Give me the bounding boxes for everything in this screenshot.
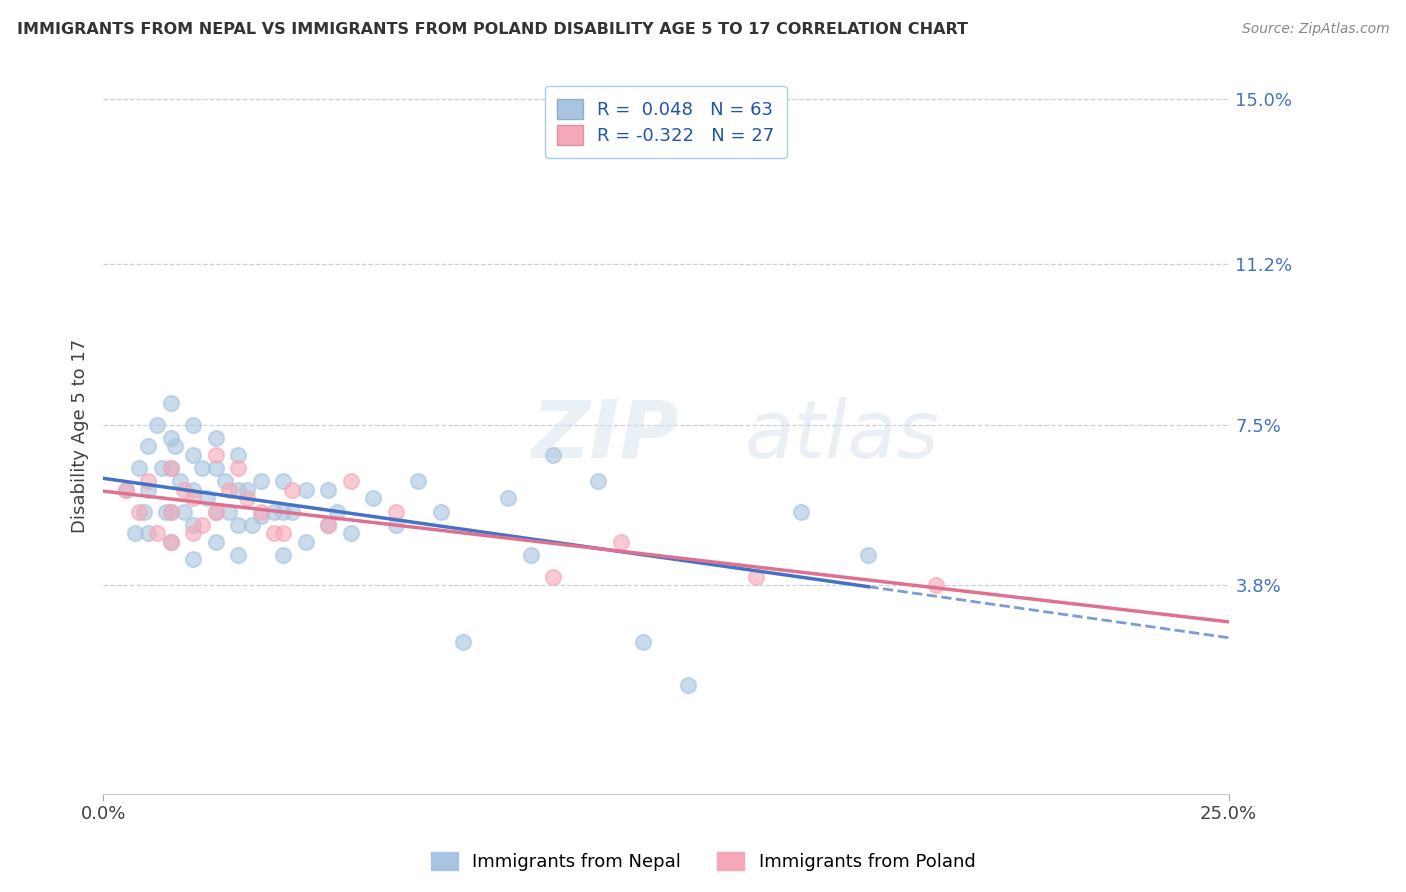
Point	[406, 474, 429, 488]
Text: atlas: atlas	[745, 397, 939, 475]
Point	[226, 448, 249, 462]
Legend: Immigrants from Nepal, Immigrants from Poland: Immigrants from Nepal, Immigrants from P…	[423, 845, 983, 879]
Point	[339, 474, 361, 488]
Point	[271, 548, 294, 562]
Point	[136, 483, 159, 497]
Point	[159, 431, 181, 445]
Point	[226, 483, 249, 497]
Point	[181, 526, 204, 541]
Point	[218, 504, 240, 518]
Point	[226, 548, 249, 562]
Point	[173, 483, 195, 497]
Point	[181, 517, 204, 532]
Point	[128, 504, 150, 518]
Point	[236, 483, 259, 497]
Point	[204, 461, 226, 475]
Point	[543, 448, 565, 462]
Point	[294, 483, 316, 497]
Point	[249, 474, 271, 488]
Point	[204, 448, 226, 462]
Point	[361, 491, 384, 506]
Point	[204, 535, 226, 549]
Point	[384, 504, 406, 518]
Point	[610, 535, 633, 549]
Point	[339, 526, 361, 541]
Point	[136, 439, 159, 453]
Point	[124, 526, 146, 541]
Point	[159, 461, 181, 475]
Point	[204, 504, 226, 518]
Point	[146, 526, 169, 541]
Point	[169, 474, 191, 488]
Point	[588, 474, 610, 488]
Point	[114, 483, 136, 497]
Point	[128, 461, 150, 475]
Point	[249, 508, 271, 523]
Point	[281, 504, 304, 518]
Point	[316, 517, 339, 532]
Point	[173, 504, 195, 518]
Point	[191, 517, 214, 532]
Point	[191, 461, 214, 475]
Point	[316, 517, 339, 532]
Point	[204, 431, 226, 445]
Point	[204, 504, 226, 518]
Point	[159, 535, 181, 549]
Point	[451, 634, 474, 648]
Point	[132, 504, 155, 518]
Point	[316, 483, 339, 497]
Point	[150, 461, 173, 475]
Point	[159, 461, 181, 475]
Point	[240, 517, 263, 532]
Point	[146, 417, 169, 432]
Point	[326, 504, 349, 518]
Point	[249, 504, 271, 518]
Point	[271, 526, 294, 541]
Point	[159, 504, 181, 518]
Point	[136, 474, 159, 488]
Point	[384, 517, 406, 532]
Point	[181, 552, 204, 566]
Point	[181, 483, 204, 497]
Point	[790, 504, 813, 518]
Point	[520, 548, 543, 562]
Point	[181, 448, 204, 462]
Point	[165, 439, 187, 453]
Text: Source: ZipAtlas.com: Source: ZipAtlas.com	[1241, 22, 1389, 37]
Point	[214, 474, 236, 488]
Point	[136, 526, 159, 541]
Point	[281, 483, 304, 497]
Point	[195, 491, 218, 506]
Point	[226, 461, 249, 475]
Point	[633, 634, 655, 648]
Point	[159, 504, 181, 518]
Point	[543, 569, 565, 583]
Legend: R =  0.048   N = 63, R = -0.322   N = 27: R = 0.048 N = 63, R = -0.322 N = 27	[544, 87, 787, 158]
Point	[181, 491, 204, 506]
Point	[226, 517, 249, 532]
Point	[271, 474, 294, 488]
Point	[159, 396, 181, 410]
Point	[745, 569, 768, 583]
Point	[858, 548, 880, 562]
Text: ZIP: ZIP	[531, 397, 678, 475]
Point	[218, 483, 240, 497]
Point	[271, 504, 294, 518]
Point	[925, 578, 948, 592]
Point	[678, 678, 700, 692]
Point	[263, 526, 285, 541]
Point	[496, 491, 519, 506]
Point	[155, 504, 177, 518]
Point	[236, 491, 259, 506]
Text: IMMIGRANTS FROM NEPAL VS IMMIGRANTS FROM POLAND DISABILITY AGE 5 TO 17 CORRELATI: IMMIGRANTS FROM NEPAL VS IMMIGRANTS FROM…	[17, 22, 967, 37]
Point	[159, 535, 181, 549]
Point	[429, 504, 451, 518]
Point	[263, 504, 285, 518]
Point	[294, 535, 316, 549]
Y-axis label: Disability Age 5 to 17: Disability Age 5 to 17	[72, 338, 89, 533]
Point	[181, 417, 204, 432]
Point	[114, 483, 136, 497]
